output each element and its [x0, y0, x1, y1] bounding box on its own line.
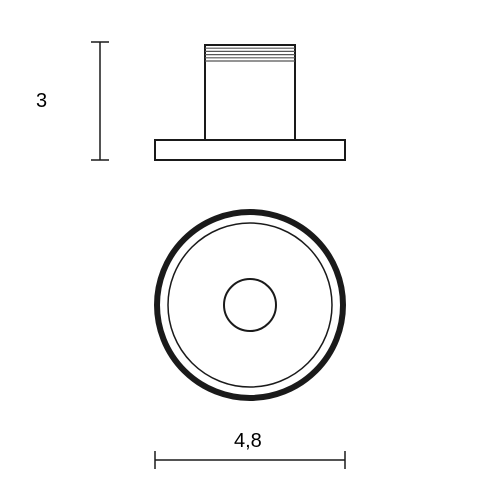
inner-hole: [224, 279, 276, 331]
top-view: [157, 212, 343, 398]
dim-height: [91, 42, 109, 160]
width-label: 4,8: [234, 430, 262, 453]
technical-drawing: 3 4,8: [0, 0, 500, 500]
height-label: 3: [36, 90, 47, 113]
side-view: [155, 45, 345, 160]
dim-width: [155, 451, 345, 469]
flange-rect: [155, 140, 345, 160]
drawing-svg: [0, 0, 500, 500]
tube-rect: [205, 45, 295, 140]
